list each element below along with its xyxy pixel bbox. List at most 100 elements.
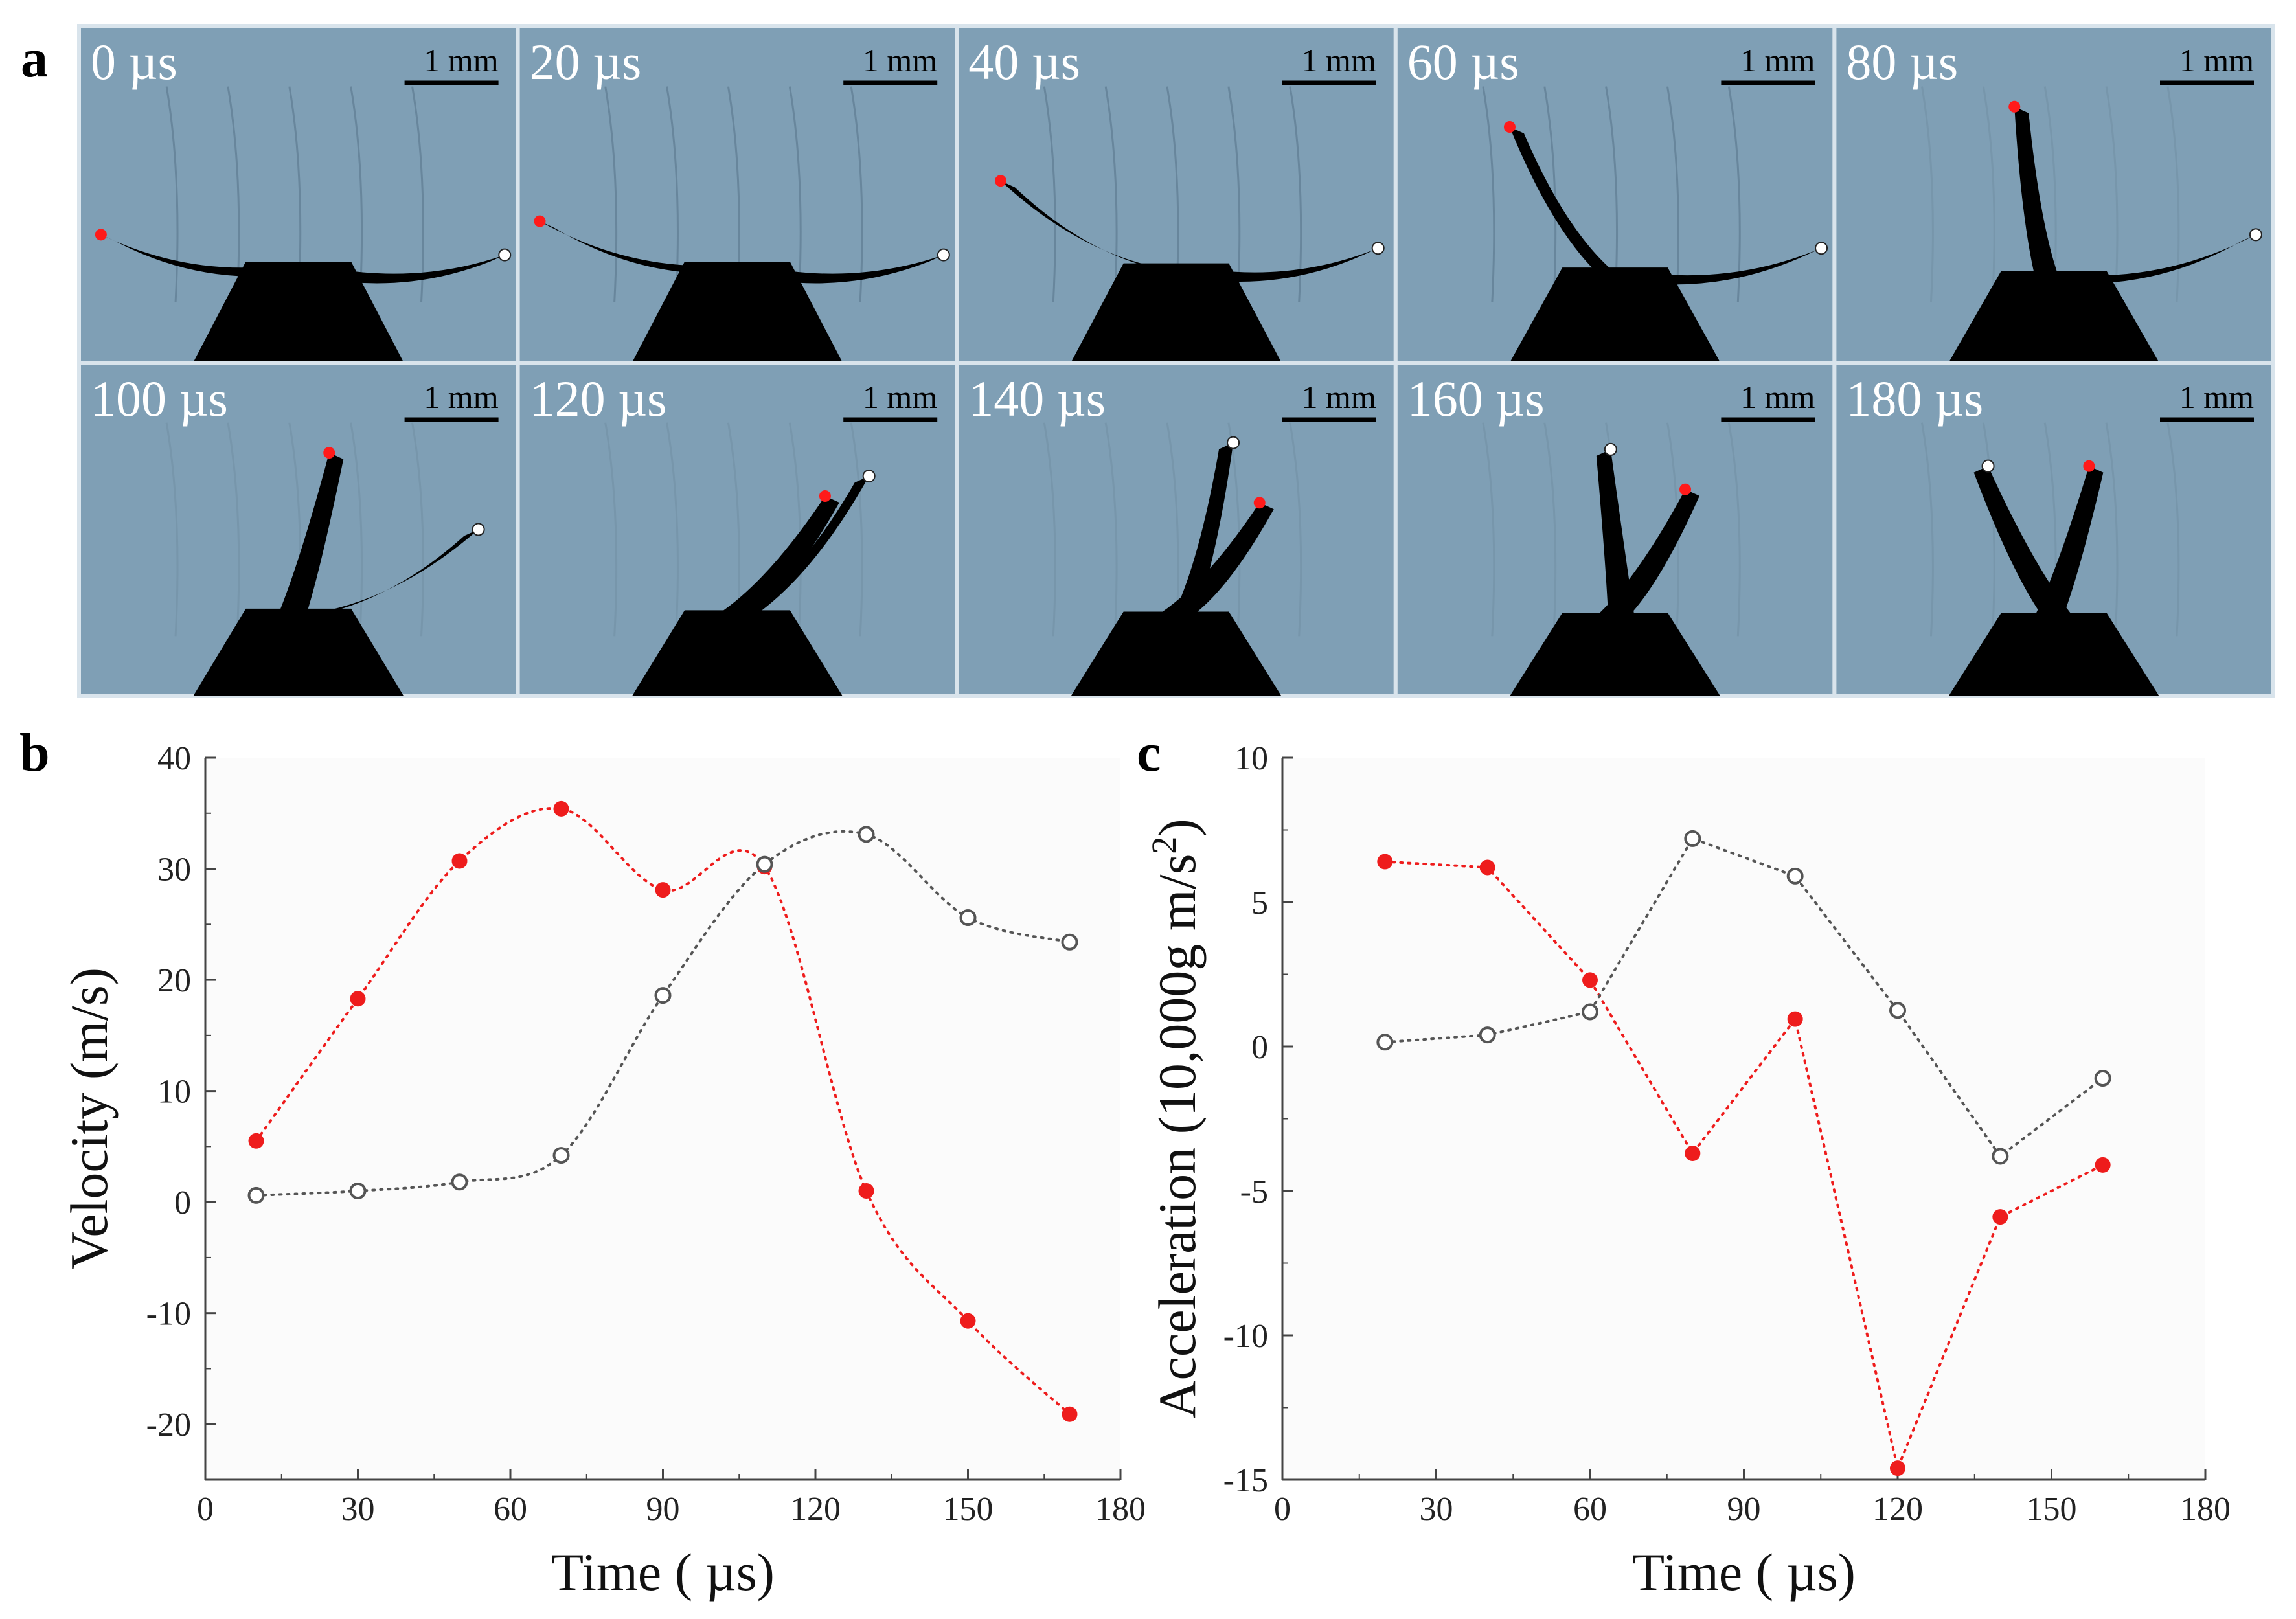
head-silhouette <box>631 610 843 696</box>
frame-1: 20 µs 1 mm <box>516 24 959 365</box>
right-tip-marker <box>1371 242 1385 255</box>
series-0-point <box>553 800 569 817</box>
series-0-point <box>858 1183 874 1199</box>
right-mandible <box>1596 449 1635 624</box>
left-mandible <box>278 453 344 619</box>
series-0-point <box>1062 1406 1078 1422</box>
seta-line <box>2105 86 2119 302</box>
panel-a: a 0 µs 1 mm 20 µs 1 mm 40 µs 1 mm 60 µs 1 mm 80 … <box>21 24 2275 698</box>
scale-bar-label: 1 mm <box>424 42 498 78</box>
right-tip-marker <box>1604 442 1617 456</box>
acceleration-chart: 0 30 60 90 120 150 180 -15 -10 -5 0 5 10 Time ( µs) Ac… <box>1144 740 2231 1602</box>
seta-line <box>1920 86 1934 302</box>
series-1-point <box>1061 933 1078 951</box>
y-tick-label: 40 <box>157 740 191 777</box>
seta-line <box>850 422 863 637</box>
frame-4: 80 µs 1 mm <box>1832 24 2275 365</box>
frame-7: 140 µs 1 mm <box>955 361 1398 698</box>
frame-5: 100 µs 1 mm <box>77 361 520 698</box>
right-mandible <box>2047 234 2256 284</box>
seta-line <box>1727 86 1741 302</box>
left-mandible <box>2014 106 2061 282</box>
series-1-point <box>1376 1034 1394 1051</box>
left-mandible <box>718 496 839 621</box>
left-mandible <box>1509 127 1622 278</box>
frame-time-label: 180 µs <box>1846 370 1983 427</box>
seta-line <box>1043 422 1056 637</box>
y-axis-label: Acceleration (10,000g m/s2) <box>1144 819 1207 1418</box>
seta-line <box>2166 422 2180 637</box>
seta-line <box>411 422 424 637</box>
y-tick-label: -20 <box>146 1407 191 1444</box>
frame-8: 160 µs 1 mm <box>1393 361 1837 698</box>
left-tip-marker <box>1679 483 1692 495</box>
y-tick-label: 10 <box>157 1074 191 1111</box>
frame-6: 120 µs 1 mm <box>516 361 959 698</box>
series-0-point <box>1787 1011 1803 1027</box>
x-tick-label: 180 <box>2180 1491 2231 1528</box>
y-tick-label: -10 <box>146 1296 191 1333</box>
seta-line <box>2105 422 2119 637</box>
head-silhouette <box>193 608 404 696</box>
left-tip-marker <box>994 175 1006 187</box>
frame-3: 60 µs 1 mm <box>1393 24 1837 365</box>
frame-0: 0 µs 1 mm <box>77 24 520 365</box>
seta-line <box>666 422 679 637</box>
right-mandible <box>291 255 505 284</box>
seta-line <box>604 422 618 637</box>
series-1-point <box>1992 1148 2009 1165</box>
right-mandible <box>1608 248 1822 285</box>
frame-time-label: 140 µs <box>968 370 1106 427</box>
seta-line <box>1289 422 1302 637</box>
seta-line <box>2166 86 2180 302</box>
right-tip-marker <box>1227 436 1240 449</box>
series-0-point <box>451 853 468 869</box>
head-silhouette <box>1509 267 1721 363</box>
right-tip-marker <box>862 470 876 483</box>
series-1-point <box>654 987 672 1004</box>
frame-time-label: 40 µs <box>968 34 1080 90</box>
y-tick-label: 0 <box>1251 1029 1268 1066</box>
scale-bar-label: 1 mm <box>1302 42 1376 78</box>
y-tick-label: -15 <box>1223 1462 1268 1499</box>
head-silhouette <box>1948 271 2159 363</box>
left-tip-marker <box>2008 100 2021 113</box>
head-silhouette <box>1509 613 1721 696</box>
left-mandible <box>100 234 305 277</box>
left-mandible <box>540 221 744 274</box>
scale-bar-label: 1 mm <box>2179 42 2254 78</box>
series-1-point <box>858 826 875 843</box>
frame-time-label: 60 µs <box>1407 34 1519 90</box>
series-1-point <box>2094 1070 2111 1087</box>
x-tick-label: 90 <box>1727 1491 1761 1528</box>
y-tick-label: -5 <box>1240 1173 1268 1210</box>
head-silhouette <box>1071 611 1282 696</box>
series-1-point <box>756 855 773 873</box>
left-tip-marker <box>95 229 107 241</box>
plot-area <box>205 758 1120 1480</box>
panel-c-letter: c <box>1137 723 1161 783</box>
right-mandible <box>1170 248 1378 282</box>
frame-time-label: 20 µs <box>530 34 642 90</box>
series-1-point <box>1786 867 1804 885</box>
y-tick-label: 30 <box>157 852 191 889</box>
left-tip-marker <box>2083 460 2095 472</box>
head-silhouette <box>1948 613 2159 696</box>
series-0-point <box>960 1313 976 1329</box>
scale-bar-label: 1 mm <box>424 379 498 415</box>
series-0-point <box>1377 854 1393 870</box>
seta-line <box>788 422 802 637</box>
seta-line <box>1543 86 1557 302</box>
seta-line <box>1543 422 1557 637</box>
seta-line <box>788 86 802 302</box>
head-silhouette <box>631 262 843 363</box>
frame-time-label: 120 µs <box>530 370 667 427</box>
right-tip-marker <box>1981 459 1995 473</box>
scale-bar-label: 1 mm <box>1302 379 1376 415</box>
seta-line <box>1727 422 1741 637</box>
frame-2: 40 µs 1 mm <box>955 24 1398 365</box>
frame-9: 180 µs 1 mm <box>1832 361 2275 698</box>
series-0-point <box>655 882 671 898</box>
x-tick-label: 90 <box>646 1491 680 1528</box>
